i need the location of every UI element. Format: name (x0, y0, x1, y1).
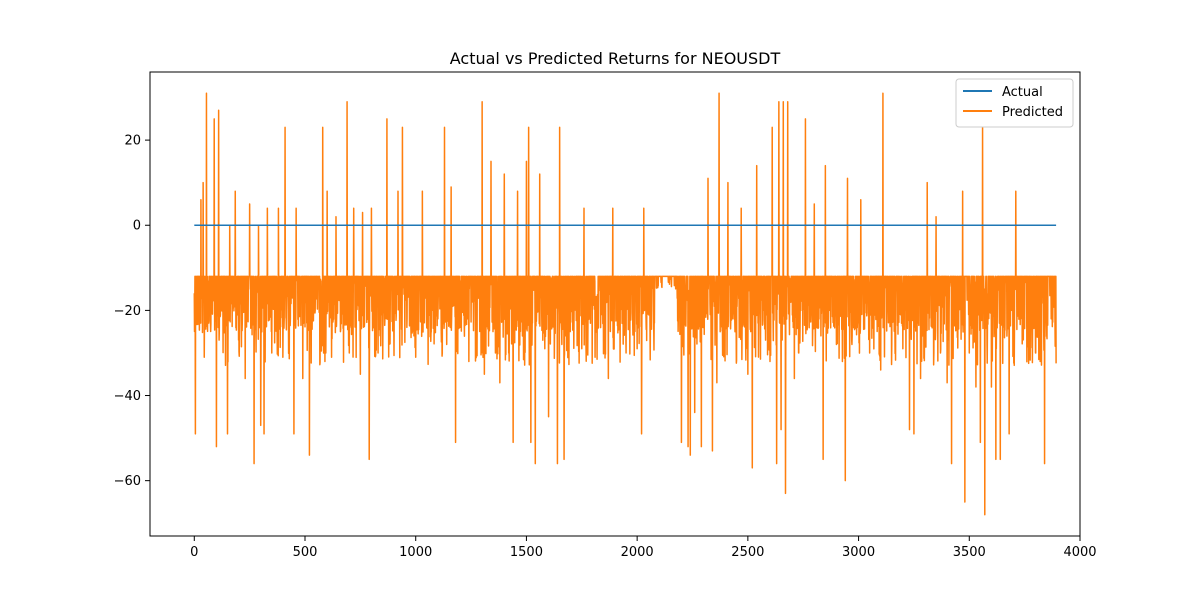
y-tick-label: −60 (114, 474, 141, 489)
chart-title: Actual vs Predicted Returns for NEOUSDT (450, 49, 781, 68)
series-line-predicted (193, 92, 1057, 516)
x-tick-label: 2500 (731, 545, 764, 560)
plot-area (193, 92, 1057, 516)
x-tick-label: 2000 (621, 545, 654, 560)
y-tick-label: 0 (133, 219, 141, 234)
y-axis-ticks: −60 −40 −20 0 20 (114, 134, 150, 489)
x-tick-label: 0 (190, 545, 198, 560)
y-tick-label: −40 (114, 389, 141, 404)
y-tick-label: −20 (114, 304, 141, 319)
x-tick-label: 1000 (399, 545, 432, 560)
x-tick-label: 3000 (842, 545, 875, 560)
x-tick-label: 4000 (1063, 545, 1096, 560)
y-tick-label: 20 (124, 134, 141, 149)
plot-frame (149, 71, 1081, 537)
legend-label-actual: Actual (1002, 85, 1043, 100)
x-axis-ticks: 0 500 1000 1500 2000 2500 3000 3500 4000 (190, 536, 1097, 560)
legend-label-predicted: Predicted (1002, 105, 1063, 120)
x-tick-label: 3500 (953, 545, 986, 560)
series-layer (193, 92, 1057, 516)
x-tick-label: 1500 (510, 545, 543, 560)
legend: Actual Predicted (955, 78, 1074, 128)
x-tick-label: 500 (293, 545, 318, 560)
